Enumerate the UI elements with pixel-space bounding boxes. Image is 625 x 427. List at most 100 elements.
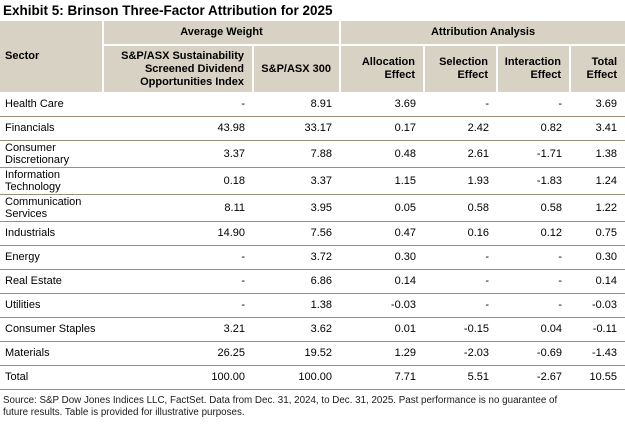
value-cell: 14.90 [103,221,253,246]
value-cell: -0.03 [570,293,625,318]
value-cell: -0.15 [424,317,497,342]
value-cell: 1.24 [570,167,625,195]
table-body: Health Care -8.91 3.69- -3.69 Financials 43.9… [0,92,625,390]
value-cell: 0.82 [497,116,570,141]
sector-cell: Materials [0,341,103,366]
column-header-interaction-effect: Interaction Effect [496,45,570,92]
column-header-row: S&P/ASX Sustainability Screened Dividend… [0,45,625,92]
table-row: Communication Services 8.11 3.95 0.05 0.58 0.… [0,194,625,222]
value-cell: 0.30 [340,245,424,270]
sector-cell: Total [0,365,103,390]
value-cell: - [497,269,570,294]
sector-cell: Utilities [0,293,103,318]
value-cell: - [103,293,253,318]
value-cell: 10.55 [570,365,625,390]
value-cell: 3.21 [103,317,253,342]
value-cell: 2.61 [424,140,497,168]
value-cell: 0.14 [570,269,625,294]
value-cell: 0.18 [103,167,253,195]
value-cell: - [497,293,570,318]
value-cell: 0.05 [340,194,424,222]
value-cell: 3.37 [253,167,340,195]
value-cell: 7.71 [340,365,424,390]
value-cell: - [103,269,253,294]
value-cell: 100.00 [253,365,340,390]
value-cell: 0.47 [340,221,424,246]
value-cell: -0.11 [570,317,625,342]
table-row: Information Technology 0.18 3.37 1.15 1.93 -1… [0,167,625,195]
value-cell: - [497,245,570,270]
table-row: Consumer Staples 3.21 3.62 0.01 -0.15 0.04 -0.… [0,317,625,342]
value-cell: 0.58 [497,194,570,222]
value-cell: 2.42 [424,116,497,141]
value-cell: -2.67 [497,365,570,390]
sector-cell: Communication Services [0,194,103,222]
table-row: Utilities -1.38 -0.03- - -0.03 [0,293,625,318]
value-cell: -0.69 [497,341,570,366]
group-header-average-weight: Average Weight [102,21,340,46]
value-cell: 0.17 [340,116,424,141]
group-header-attribution-analysis: Attribution Analysis [338,21,625,46]
value-cell: - [424,245,497,270]
source-note: Source: S&P Dow Jones Indices LLC, FactS… [0,390,625,420]
value-cell: 1.15 [340,167,424,195]
value-cell: - [103,245,253,270]
column-header-total-effect: Total Effect [568,45,625,92]
group-header-row: Sector Average Weight Attribution Analys… [0,21,625,92]
value-cell: - [424,293,497,318]
sector-cell: Information Technology [0,167,103,195]
value-cell: - [497,92,570,117]
source-note-line-1: Source: S&P Dow Jones Indices LLC, FactS… [3,394,558,406]
value-cell: 1.93 [424,167,497,195]
sector-cell: Health Care [0,92,103,117]
value-cell: -0.03 [340,293,424,318]
sector-cell: Real Estate [0,269,103,294]
table-row: Financials 43.98 33.17 0.17 2.42 0.82 3.41 [0,116,625,141]
value-cell: 7.88 [253,140,340,168]
value-cell: 3.41 [570,116,625,141]
table-row: Health Care -8.91 3.69- -3.69 [0,92,625,117]
sector-cell: Energy [0,245,103,270]
table-row: Energy -3.72 0.30- -0.30 [0,245,625,270]
value-cell: 1.22 [570,194,625,222]
table-row: Materials 26.25 19.52 1.29 -2.03 -0.69 -1.43 [0,341,625,366]
sector-cell: Financials [0,116,103,141]
value-cell: 0.04 [497,317,570,342]
value-cell: 3.95 [253,194,340,222]
value-cell: 1.29 [340,341,424,366]
column-header-sector: Sector [0,21,103,92]
value-cell: -2.03 [424,341,497,366]
source-note-line-2: future results. Table is provided for il… [3,407,245,418]
table-row: Total 100.00 100.00 7.71 5.51 -2.67 10.55 [0,365,625,390]
value-cell: 43.98 [103,116,253,141]
column-header-sustainability-index: S&P/ASX Sustainability Screened Dividend… [102,45,253,92]
value-cell: - [424,269,497,294]
exhibit-title: Exhibit 5: Brinson Three-Factor Attribut… [3,3,333,18]
sector-cell: Consumer Discretionary [0,140,103,168]
value-cell: 8.91 [253,92,340,117]
sector-cell: Industrials [0,221,103,246]
value-cell: 3.72 [253,245,340,270]
value-cell: 3.69 [340,92,424,117]
value-cell: 0.30 [570,245,625,270]
value-cell: 1.38 [570,140,625,168]
value-cell: 3.37 [103,140,253,168]
table-row: Real Estate -6.86 0.14- -0.14 [0,269,625,294]
table-header: Sector Average Weight Attribution Analys… [0,21,625,92]
table-row: Consumer Discretionary 3.37 7.88 0.48 2.61 -1… [0,140,625,168]
value-cell: 3.62 [253,317,340,342]
value-cell: 0.14 [340,269,424,294]
column-header-selection-effect: Selection Effect [423,45,497,92]
value-cell: -1.43 [570,341,625,366]
attribution-table: Sector Average Weight Attribution Analys… [0,21,625,390]
column-header-allocation-effect: Allocation Effect [339,45,424,92]
value-cell: 1.38 [253,293,340,318]
value-cell: 7.56 [253,221,340,246]
value-cell: 100.00 [103,365,253,390]
value-cell: 19.52 [253,341,340,366]
value-cell: 26.25 [103,341,253,366]
value-cell: -1.71 [497,140,570,168]
value-cell: 5.51 [424,365,497,390]
table-row: Industrials 14.90 7.56 0.47 0.16 0.12 0.75 [0,221,625,246]
value-cell: 0.01 [340,317,424,342]
